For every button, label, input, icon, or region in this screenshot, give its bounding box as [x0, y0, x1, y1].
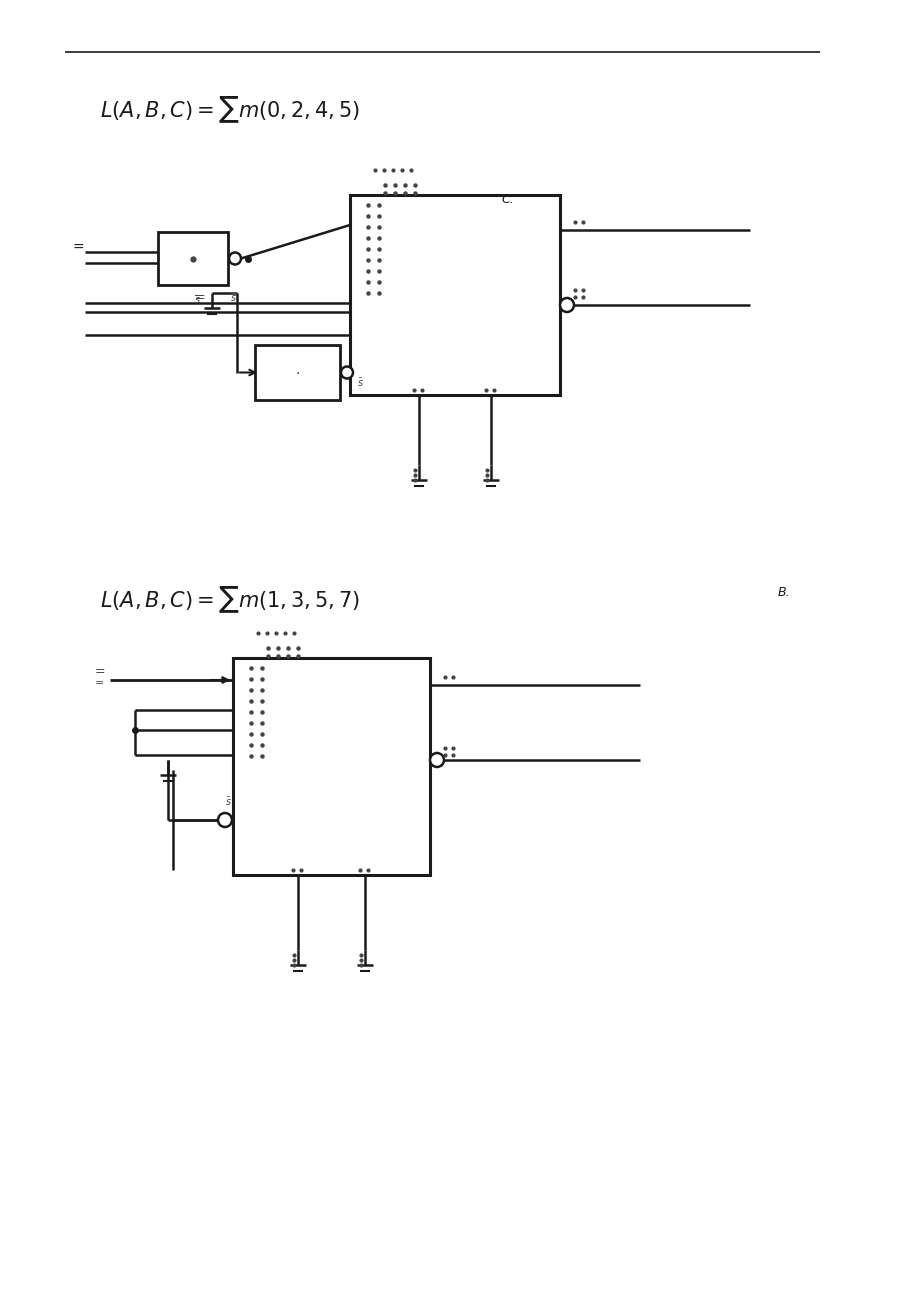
Circle shape [560, 298, 573, 312]
Text: =: = [72, 241, 84, 255]
Text: $\bar{s}$: $\bar{s}$ [357, 376, 363, 388]
Circle shape [218, 812, 232, 827]
Bar [255, 345, 340, 400]
Bar [158, 232, 228, 285]
Text: $\overline{s}$: $\overline{s}$ [194, 293, 201, 306]
Text: =: = [95, 665, 105, 678]
Circle shape [429, 753, 444, 767]
Text: $L(A, B, C) = \sum m(0, 2, 4, 5)$: $L(A, B, C) = \sum m(0, 2, 4, 5)$ [100, 95, 359, 125]
Text: B.: B. [777, 586, 789, 599]
Text: =: = [96, 678, 105, 687]
Bar [233, 658, 429, 875]
Circle shape [341, 366, 353, 379]
Text: C.: C. [501, 193, 514, 206]
Text: =: = [195, 292, 205, 305]
Text: $\cdot$: $\cdot$ [295, 366, 300, 379]
Text: $\overline{s}$: $\overline{s}$ [230, 292, 237, 305]
Circle shape [229, 253, 241, 264]
Text: $\bar{s}$: $\bar{s}$ [224, 796, 232, 809]
Bar [349, 195, 560, 395]
Text: $L(A, B, C) = \sum m(1, 3, 5, 7)$: $L(A, B, C) = \sum m(1, 3, 5, 7)$ [100, 585, 359, 616]
